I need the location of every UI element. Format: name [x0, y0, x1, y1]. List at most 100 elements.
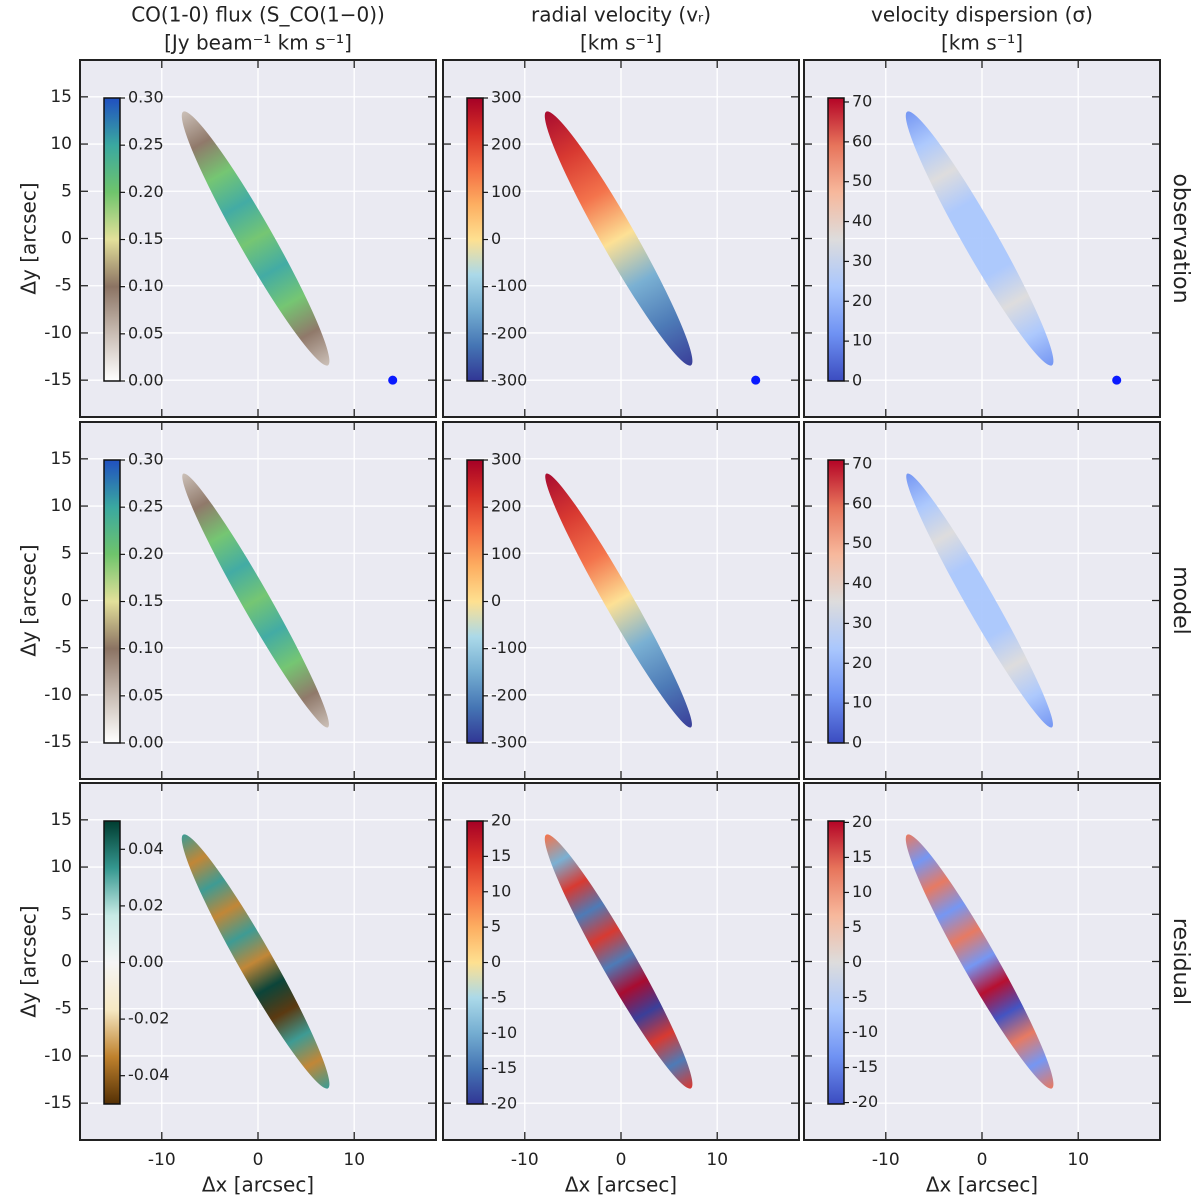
beam — [1112, 375, 1122, 385]
y-tick-label: 10 — [50, 857, 72, 877]
colorbar-tick-label: -10 — [852, 1022, 878, 1041]
galaxy-map — [181, 834, 330, 1089]
colorbar-tick-label: -20 — [852, 1092, 878, 1111]
column-title: [km s⁻¹] — [941, 31, 1023, 55]
colorbar-tick-label: 0.05 — [128, 323, 164, 342]
beam — [388, 375, 398, 385]
x-tick-label: -10 — [872, 1150, 900, 1170]
colorbar-tick-label: -100 — [491, 276, 527, 295]
colorbar-tick-label: 0.05 — [128, 685, 164, 704]
colorbar-tick-label: -5 — [852, 987, 868, 1006]
y-tick-label: 5 — [61, 181, 72, 201]
panel: -10 0 10 -15 -10 -5 0 5 10 15 -0.04 -0.02 0.00 0.02 0.… — [44, 782, 437, 1170]
colorbar-tick-label: 200 — [491, 135, 522, 154]
galaxy-map — [182, 473, 329, 728]
colorbar-tick-label: 0.20 — [128, 544, 164, 563]
panel: -15 -10 -5 0 5 10 15 0.00 0.05 0.10 0.15 0.20 0.25 0.… — [44, 421, 437, 780]
galaxy-map — [906, 473, 1053, 728]
column-title: [Jy beam⁻¹ km s⁻¹] — [164, 31, 352, 55]
y-tick-label: 10 — [50, 134, 72, 154]
column-title: velocity dispersion (σ) — [871, 3, 1093, 27]
galaxy-map — [905, 834, 1054, 1089]
colorbar-tick-label: 0.04 — [128, 839, 164, 858]
colorbar — [103, 820, 121, 1105]
galaxy-map — [181, 111, 330, 366]
y-tick-label: 5 — [61, 543, 72, 563]
colorbar — [466, 97, 484, 382]
column-title: [km s⁻¹] — [580, 31, 662, 55]
y-tick-label: 0 — [61, 229, 72, 249]
panel: -10 0 10 -20 -15 -10 -5 0 5 10 15 20 — [803, 782, 1161, 1170]
colorbar-tick-label: 10 — [852, 331, 872, 350]
colorbar-tick-label: 70 — [852, 453, 872, 472]
colorbar-tick-label: 50 — [852, 171, 872, 190]
colorbar-tick-label: 100 — [491, 182, 522, 201]
colorbar-tick-label: 20 — [852, 812, 872, 831]
colorbar-tick-label: 0.15 — [128, 229, 164, 248]
column-title: CO(1-0) flux (S_CO(1−0)) — [131, 3, 385, 27]
galaxy-map — [545, 473, 692, 728]
colorbar-tick-label: -300 — [491, 371, 527, 390]
y-axis-label: Δy [arcsec] — [17, 182, 41, 294]
row-label: model — [1168, 566, 1193, 635]
colorbar — [827, 97, 845, 382]
colorbar-tick-label: 10 — [852, 882, 872, 901]
panel: -300 -200 -100 0 100 200 300 — [442, 59, 800, 418]
colorbar-tick-label: -10 — [491, 1023, 517, 1042]
x-tick-label: 0 — [616, 1150, 627, 1170]
galaxy-map — [544, 111, 693, 366]
colorbar-tick-label: 200 — [491, 497, 522, 516]
y-axis-label: Δy [arcsec] — [17, 544, 41, 656]
colorbar-tick-label: 0.25 — [128, 135, 164, 154]
colorbar-tick-label: 0 — [491, 591, 501, 610]
y-tick-label: 15 — [50, 810, 72, 830]
colorbar-tick-label: -15 — [491, 1058, 517, 1077]
panel: -10 0 10 -20 -15 -10 -5 0 5 10 15 20 — [442, 782, 800, 1170]
x-axis-label: Δx [arcsec] — [202, 1173, 314, 1197]
colorbar-tick-label: 15 — [852, 847, 872, 866]
colorbar-tick-label: -100 — [491, 638, 527, 657]
colorbar-tick-label: 50 — [852, 533, 872, 552]
y-tick-label: -10 — [44, 1046, 72, 1066]
galaxy-map — [544, 834, 693, 1089]
colorbar-tick-label: -200 — [491, 685, 527, 704]
colorbar-tick-label: 100 — [491, 544, 522, 563]
panel: 0 10 20 30 40 50 60 70 — [803, 421, 1161, 780]
colorbar — [103, 459, 121, 744]
y-tick-label: 0 — [61, 952, 72, 972]
y-tick-label: -15 — [44, 370, 72, 390]
colorbar-tick-label: -0.04 — [128, 1065, 169, 1084]
y-tick-label: -5 — [55, 999, 72, 1019]
y-tick-label: -5 — [55, 276, 72, 296]
colorbar — [103, 97, 121, 382]
colorbar-tick-label: 0.15 — [128, 591, 164, 610]
x-tick-label: 10 — [1067, 1150, 1089, 1170]
y-tick-label: -15 — [44, 732, 72, 752]
colorbar-tick-label: 30 — [852, 251, 872, 270]
y-tick-label: 0 — [61, 591, 72, 611]
beam — [751, 375, 761, 385]
colorbar-tick-label: 20 — [491, 811, 511, 830]
y-tick-label: 15 — [50, 449, 72, 469]
colorbar-tick-label: 0.02 — [128, 895, 164, 914]
x-tick-label: 0 — [253, 1150, 264, 1170]
colorbar — [466, 459, 484, 744]
colorbar — [827, 459, 845, 744]
y-tick-label: -10 — [44, 323, 72, 343]
y-axis-label: Δy [arcsec] — [17, 905, 41, 1017]
colorbar-tick-label: 0.30 — [128, 450, 164, 469]
colorbar-tick-label: -15 — [852, 1057, 878, 1076]
y-tick-label: 5 — [61, 904, 72, 924]
colorbar-tick-label: 0.10 — [128, 276, 164, 295]
y-tick-label: -15 — [44, 1093, 72, 1113]
colorbar-tick-label: 5 — [852, 917, 862, 936]
x-tick-label: 0 — [977, 1150, 988, 1170]
panel: 0 10 20 30 40 50 60 70 — [803, 59, 1161, 418]
galaxy-map — [905, 111, 1054, 366]
colorbar-tick-label: 0 — [491, 229, 501, 248]
colorbar-tick-label: 0.00 — [128, 733, 164, 752]
colorbar — [827, 820, 845, 1105]
colorbar-tick-label: 0 — [852, 952, 862, 971]
x-tick-label: -10 — [148, 1150, 176, 1170]
